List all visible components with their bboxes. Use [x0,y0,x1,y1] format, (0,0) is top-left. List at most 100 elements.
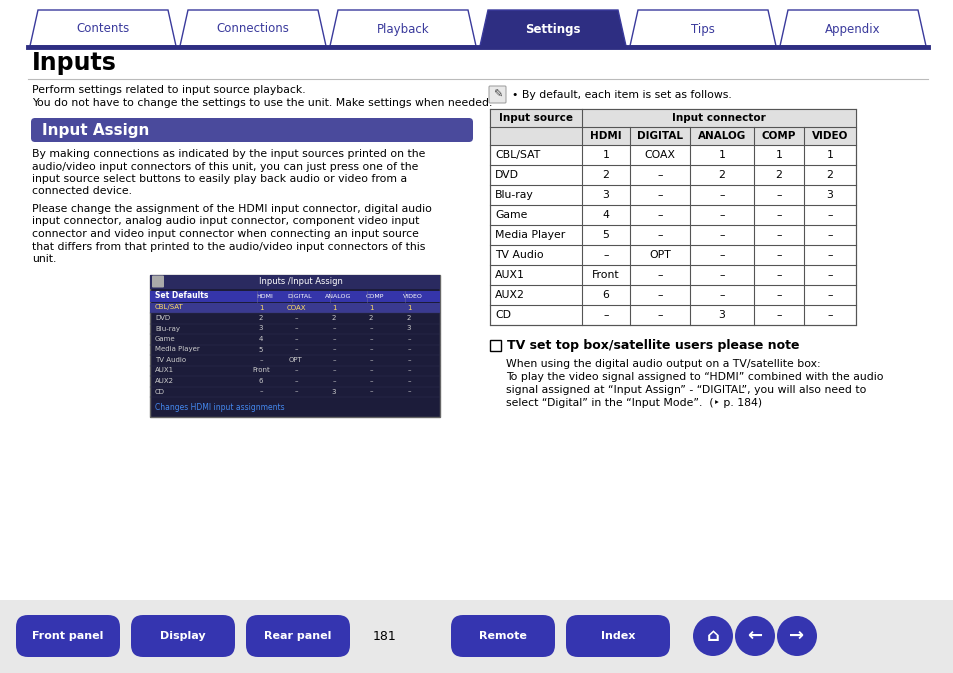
Text: Set Defaults: Set Defaults [154,291,208,301]
Text: VIDEO: VIDEO [811,131,847,141]
Text: 1: 1 [369,304,373,310]
Text: 2: 2 [825,170,833,180]
Polygon shape [780,10,925,46]
Polygon shape [479,10,625,46]
Text: Input connector: Input connector [672,113,765,123]
Text: –: – [719,250,724,260]
Text: –: – [719,230,724,240]
Text: –: – [657,210,662,220]
Text: –: – [407,347,411,353]
FancyBboxPatch shape [246,615,350,657]
Text: –: – [719,270,724,280]
Text: Playback: Playback [376,22,429,36]
Text: –: – [776,250,781,260]
Text: –: – [294,326,297,332]
Text: OPT: OPT [289,357,302,363]
Text: –: – [332,336,335,342]
Text: –: – [294,367,297,374]
Text: –: – [369,378,373,384]
Text: –: – [719,190,724,200]
FancyBboxPatch shape [489,86,505,103]
Text: –: – [407,378,411,384]
Polygon shape [629,10,775,46]
Text: Front panel: Front panel [32,631,104,641]
Text: DVD: DVD [154,315,170,321]
Text: ANALOG: ANALOG [698,131,745,141]
Text: 3: 3 [406,326,411,332]
FancyBboxPatch shape [131,615,234,657]
FancyBboxPatch shape [150,302,439,313]
Text: 3: 3 [332,388,335,394]
Text: AUX2: AUX2 [154,378,173,384]
Text: Front: Front [252,367,270,374]
Text: –: – [294,347,297,353]
Text: –: – [332,367,335,374]
Text: 2: 2 [258,315,263,321]
Text: CD: CD [495,310,511,320]
Text: Tips: Tips [690,22,714,36]
Text: –: – [657,270,662,280]
Text: COAX: COAX [644,150,675,160]
Text: HDMI: HDMI [256,293,274,299]
Text: audio/video input connectors of this unit, you can just press one of the: audio/video input connectors of this uni… [32,162,418,172]
Text: Perform settings related to input source playback.: Perform settings related to input source… [32,85,305,95]
Text: Front: Front [592,270,619,280]
FancyBboxPatch shape [490,109,855,127]
Text: 1: 1 [406,304,411,310]
Text: Media Player: Media Player [154,347,199,353]
Text: Appendix: Appendix [824,22,880,36]
Text: Game: Game [154,336,175,342]
Text: TV set top box/satellite users please note: TV set top box/satellite users please no… [506,339,799,353]
Text: 2: 2 [332,315,335,321]
Text: 1: 1 [258,304,263,310]
Text: Input source: Input source [498,113,573,123]
Text: –: – [657,190,662,200]
Text: Inputs /Input Assign: Inputs /Input Assign [259,277,342,286]
FancyBboxPatch shape [30,118,473,142]
Text: 1: 1 [825,150,833,160]
Text: ✎: ✎ [493,90,501,100]
Text: 2: 2 [369,315,373,321]
Text: Contents: Contents [76,22,130,36]
Text: –: – [369,326,373,332]
Text: input connector, analog audio input connector, component video input: input connector, analog audio input conn… [32,217,419,227]
Text: • By default, each item is set as follows.: • By default, each item is set as follow… [512,90,731,100]
Polygon shape [180,10,326,46]
Text: 2: 2 [775,170,781,180]
Circle shape [692,616,732,656]
Text: DIGITAL: DIGITAL [637,131,682,141]
FancyBboxPatch shape [152,275,164,287]
Text: –: – [657,170,662,180]
Text: signal assigned at “Input Assign” - “DIGITAL”, you will also need to: signal assigned at “Input Assign” - “DIG… [505,385,865,395]
FancyBboxPatch shape [451,615,555,657]
Text: Rear panel: Rear panel [264,631,332,641]
Text: –: – [407,336,411,342]
Text: –: – [294,336,297,342]
Text: –: – [407,367,411,374]
Text: ⌂: ⌂ [706,627,719,645]
Text: connected device.: connected device. [32,186,132,197]
Text: 6: 6 [258,378,263,384]
Text: Inputs: Inputs [32,51,117,75]
Text: –: – [776,310,781,320]
Text: 4: 4 [258,336,263,342]
Text: CBL/SAT: CBL/SAT [154,304,184,310]
Text: Connections: Connections [216,22,289,36]
Text: unit.: unit. [32,254,56,264]
Text: –: – [657,230,662,240]
Text: Please change the assignment of the HDMI input connector, digital audio: Please change the assignment of the HDMI… [32,204,432,214]
Text: TV Audio: TV Audio [495,250,543,260]
FancyBboxPatch shape [16,615,120,657]
Text: 3: 3 [825,190,833,200]
Text: AUX1: AUX1 [154,367,174,374]
Text: –: – [776,210,781,220]
Text: –: – [657,310,662,320]
Text: –: – [259,388,262,394]
Text: VIDEO: VIDEO [402,293,422,299]
Text: ANALOG: ANALOG [324,293,351,299]
Text: 3: 3 [258,326,263,332]
Text: To play the video signal assigned to “HDMI” combined with the audio: To play the video signal assigned to “HD… [505,372,882,382]
Text: that differs from that printed to the audio/video input connectors of this: that differs from that printed to the au… [32,242,425,252]
Polygon shape [330,10,476,46]
Circle shape [734,616,774,656]
